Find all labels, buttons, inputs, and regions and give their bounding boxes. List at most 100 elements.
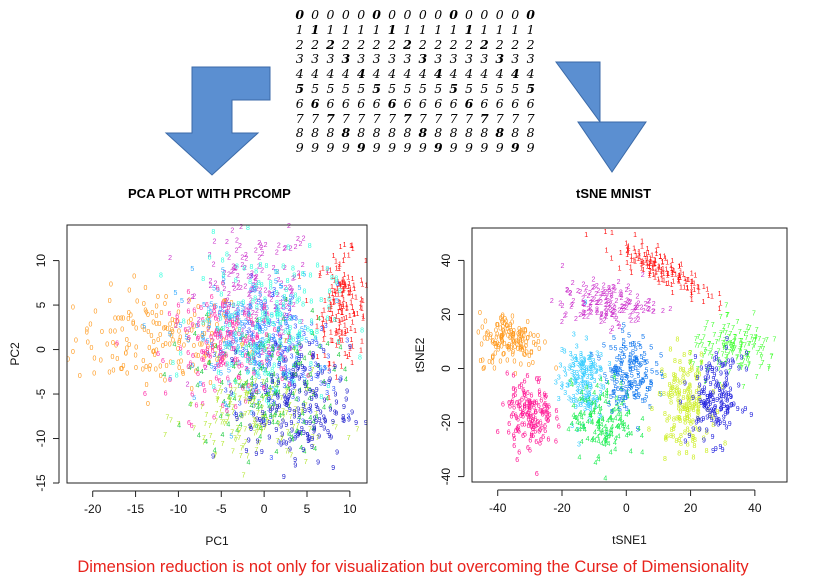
scatter-point: 1 bbox=[657, 264, 661, 271]
scatter-point: 4 bbox=[578, 455, 582, 462]
scatter-point: 9 bbox=[248, 423, 252, 430]
scatter-point: 7 bbox=[226, 394, 230, 401]
scatter-point: 8 bbox=[672, 372, 676, 379]
scatter-point: 3 bbox=[566, 382, 570, 389]
scatter-point: 0 bbox=[148, 367, 152, 374]
scatter-point: 2 bbox=[586, 314, 590, 321]
scatter-point: 5 bbox=[240, 320, 244, 327]
scatter-point: 2 bbox=[280, 304, 284, 311]
scatter-point: 4 bbox=[604, 432, 608, 439]
scatter-point: 6 bbox=[214, 376, 218, 383]
digit-sample: 4 bbox=[341, 66, 350, 82]
scatter-point: 8 bbox=[686, 406, 690, 413]
scatter-point: 1 bbox=[340, 317, 344, 324]
scatter-point: 2 bbox=[651, 308, 655, 315]
scatter-point: 9 bbox=[322, 415, 326, 422]
digit-sample: 3 bbox=[511, 51, 520, 67]
scatter-point: 7 bbox=[285, 449, 289, 456]
scatter-point: 9 bbox=[721, 447, 725, 454]
scatter-point: 6 bbox=[262, 386, 266, 393]
scatter-point: 0 bbox=[495, 341, 499, 348]
scatter-point: 5 bbox=[632, 394, 636, 401]
scatter-point: 3 bbox=[278, 341, 282, 348]
scatter-point: 3 bbox=[297, 353, 301, 360]
x-tick-label: -20 bbox=[84, 502, 102, 516]
scatter-point: 8 bbox=[688, 350, 692, 357]
scatter-point: 6 bbox=[255, 333, 259, 340]
scatter-point: 1 bbox=[349, 286, 353, 293]
scatter-point: 1 bbox=[678, 275, 682, 282]
scatter-point: 1 bbox=[661, 266, 665, 273]
y-tick-label: 20 bbox=[439, 307, 453, 321]
scatter-point: 7 bbox=[253, 430, 257, 437]
scatter-point: 6 bbox=[263, 303, 267, 310]
scatter-point: 9 bbox=[274, 341, 278, 348]
scatter-point: 2 bbox=[233, 285, 237, 292]
scatter-point: 7 bbox=[216, 356, 220, 363]
scatter-point: 6 bbox=[510, 400, 514, 407]
scatter-point: 0 bbox=[494, 335, 498, 342]
digit-sample: 9 bbox=[295, 140, 304, 156]
scatter-point: 3 bbox=[293, 433, 297, 440]
scatter-point: 0 bbox=[200, 333, 204, 340]
scatter-point: 6 bbox=[531, 426, 535, 433]
scatter-point: 8 bbox=[687, 392, 691, 399]
scatter-point: 8 bbox=[251, 299, 255, 306]
scatter-point: 7 bbox=[741, 355, 745, 362]
scatter-point: 2 bbox=[583, 302, 587, 309]
scatter-point: 8 bbox=[684, 403, 688, 410]
scatter-point: 9 bbox=[277, 361, 281, 368]
scatter-point: 9 bbox=[695, 419, 699, 426]
digit-sample: 8 bbox=[357, 125, 366, 141]
scatter-point: 8 bbox=[696, 368, 700, 375]
digit-sample: 4 bbox=[388, 66, 397, 82]
scatter-point: 1 bbox=[335, 375, 339, 382]
scatter-point: 0 bbox=[196, 304, 200, 311]
scatter-point: 4 bbox=[322, 379, 326, 386]
y-tick-label: -15 bbox=[34, 474, 48, 492]
scatter-point: 1 bbox=[338, 300, 342, 307]
scatter-point: 5 bbox=[173, 290, 177, 297]
scatter-point: 6 bbox=[196, 336, 200, 343]
scatter-point: 2 bbox=[623, 301, 627, 308]
scatter-point: 9 bbox=[250, 393, 254, 400]
scatter-point: 0 bbox=[127, 342, 131, 349]
scatter-point: 4 bbox=[587, 397, 591, 404]
scatter-point: 0 bbox=[527, 362, 531, 369]
y-tick-label: 5 bbox=[34, 301, 48, 308]
scatter-point: 8 bbox=[698, 371, 702, 378]
scatter-point: 4 bbox=[568, 378, 572, 385]
scatter-point: 8 bbox=[291, 266, 295, 273]
scatter-point: 0 bbox=[502, 331, 506, 338]
scatter-point: 6 bbox=[233, 356, 237, 363]
scatter-point: 3 bbox=[599, 352, 603, 359]
scatter-point: 0 bbox=[165, 363, 169, 370]
scatter-point: 4 bbox=[223, 351, 227, 358]
scatter-point: 0 bbox=[494, 341, 498, 348]
scatter-point: 5 bbox=[643, 351, 647, 358]
scatter-point: 3 bbox=[577, 441, 581, 448]
scatter-point: 7 bbox=[202, 439, 206, 446]
scatter-point: 6 bbox=[537, 379, 541, 386]
scatter-point: 9 bbox=[705, 427, 709, 434]
scatter-point: 8 bbox=[235, 347, 239, 354]
scatter-point: 4 bbox=[276, 356, 280, 363]
scatter-point: 7 bbox=[730, 348, 734, 355]
scatter-point: 6 bbox=[521, 413, 525, 420]
scatter-point: 2 bbox=[284, 304, 288, 311]
digit-sample: 2 bbox=[295, 36, 304, 52]
scatter-point: 9 bbox=[729, 403, 733, 410]
scatter-point: 1 bbox=[625, 248, 629, 255]
scatter-point: 7 bbox=[719, 332, 723, 339]
scatter-point: 0 bbox=[90, 345, 94, 352]
scatter-point: 4 bbox=[610, 432, 614, 439]
scatter-point: 2 bbox=[283, 245, 287, 252]
scatter-point: 0 bbox=[512, 359, 516, 366]
scatter-point: 7 bbox=[284, 389, 288, 396]
scatter-point: 0 bbox=[203, 331, 207, 338]
scatter-point: 4 bbox=[603, 442, 607, 449]
y-axis-label: PC2 bbox=[8, 342, 22, 366]
scatter-point: 5 bbox=[612, 368, 616, 375]
scatter-point: 9 bbox=[708, 393, 712, 400]
